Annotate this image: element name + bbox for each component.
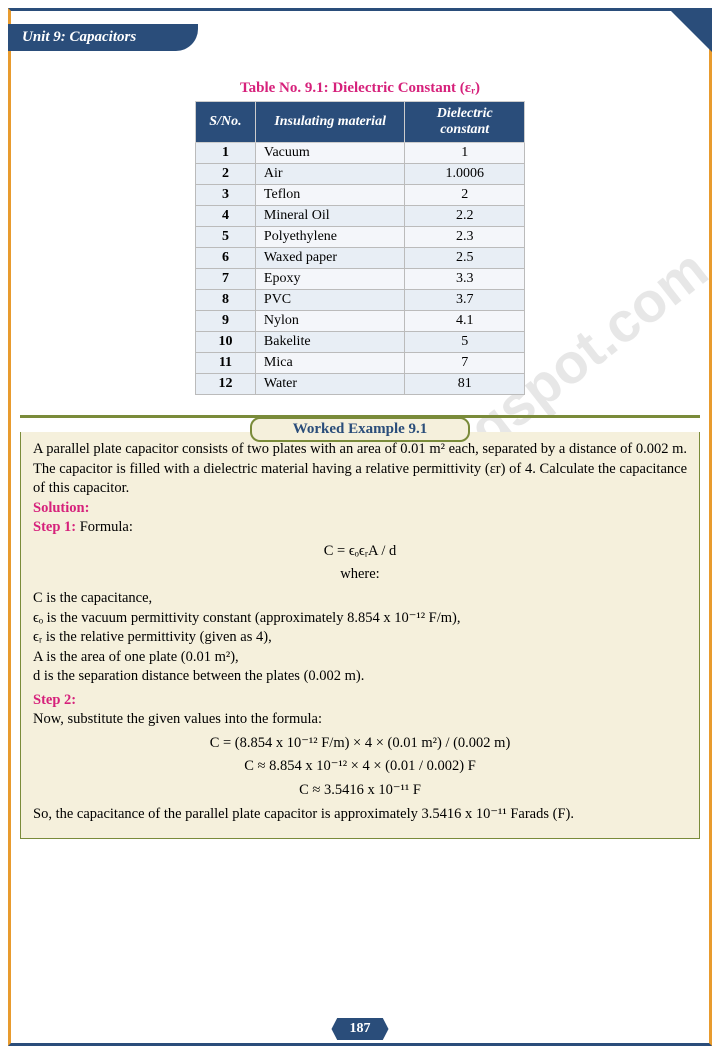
problem-statement: A parallel plate capacitor consists of t… (33, 440, 687, 499)
calc-block: C = (8.854 x 10⁻¹² F/m) × 4 × (0.01 m²) … (33, 734, 687, 801)
table-cell: 8 (196, 290, 256, 311)
where-label: where: (33, 565, 687, 585)
page-content: Table No. 9.1: Dielectric Constant (εᵣ) … (20, 80, 700, 1004)
table-row: 4Mineral Oil2.2 (196, 206, 525, 227)
definition-line: ϵᵣ is the relative permittivity (given a… (33, 628, 687, 648)
table-row: 5Polyethylene2.3 (196, 227, 525, 248)
table-cell: 1.0006 (405, 164, 525, 185)
col-sno: S/No. (196, 102, 256, 143)
table-cell: Epoxy (255, 269, 404, 290)
table-cell: 7 (196, 269, 256, 290)
table-cell: Vacuum (255, 143, 404, 164)
table-cell: 2.3 (405, 227, 525, 248)
solution-label: Solution: (33, 499, 687, 519)
definitions-block: C is the capacitance,ϵₒ is the vacuum pe… (33, 589, 687, 687)
page-number: 187 (332, 1018, 389, 1040)
table-row: 10Bakelite5 (196, 332, 525, 353)
table-cell: Nylon (255, 311, 404, 332)
table-cell: Waxed paper (255, 248, 404, 269)
table-cell: 5 (196, 227, 256, 248)
worked-example: Worked Example 9.1 A parallel plate capa… (20, 415, 700, 839)
table-row: 12Water81 (196, 374, 525, 395)
table-cell: Mineral Oil (255, 206, 404, 227)
table-cell: 5 (405, 332, 525, 353)
table-cell: 2.5 (405, 248, 525, 269)
table-cell: 4 (196, 206, 256, 227)
table-cell: Mica (255, 353, 404, 374)
table-row: 6Waxed paper2.5 (196, 248, 525, 269)
table-cell: Bakelite (255, 332, 404, 353)
table-title: Table No. 9.1: Dielectric Constant (εᵣ) (20, 80, 700, 97)
table-cell: 81 (405, 374, 525, 395)
table-cell: 7 (405, 353, 525, 374)
table-cell: 2 (405, 185, 525, 206)
dielectric-table: S/No. Insulating material Dielectric con… (195, 101, 525, 395)
table-cell: 1 (196, 143, 256, 164)
table-cell: 10 (196, 332, 256, 353)
table-row: 11Mica7 (196, 353, 525, 374)
col-material: Insulating material (255, 102, 404, 143)
calc-line: C ≈ 3.5416 x 10⁻¹¹ F (33, 781, 687, 801)
table-row: 3Teflon2 (196, 185, 525, 206)
table-row: 8PVC3.7 (196, 290, 525, 311)
table-cell: 12 (196, 374, 256, 395)
definition-line: A is the area of one plate (0.01 m²), (33, 648, 687, 668)
step1-text: Formula: (76, 519, 133, 535)
table-row: 7Epoxy3.3 (196, 269, 525, 290)
formula-main: C = ϵₒϵᵣA / d (33, 542, 687, 562)
table-cell: 6 (196, 248, 256, 269)
table-cell: 9 (196, 311, 256, 332)
table-cell: Polyethylene (255, 227, 404, 248)
table-row: 2Air1.0006 (196, 164, 525, 185)
table-cell: 3.7 (405, 290, 525, 311)
definition-line: ϵₒ is the vacuum permittivity constant (… (33, 609, 687, 629)
table-cell: 3 (196, 185, 256, 206)
conclusion: So, the capacitance of the parallel plat… (33, 805, 687, 825)
unit-label: Unit 9: Capacitors (22, 29, 136, 45)
table-cell: 3.3 (405, 269, 525, 290)
table-cell: 4.1 (405, 311, 525, 332)
step2-label: Step 2: (33, 691, 687, 711)
step1-label: Step 1: (33, 519, 76, 535)
example-body: A parallel plate capacitor consists of t… (20, 432, 700, 839)
table-cell: 2.2 (405, 206, 525, 227)
unit-header: Unit 9: Capacitors (8, 24, 198, 51)
table-cell: Water (255, 374, 404, 395)
step1-line: Step 1: Formula: (33, 518, 687, 538)
table-cell: 11 (196, 353, 256, 374)
table-header-row: S/No. Insulating material Dielectric con… (196, 102, 525, 143)
table-cell: PVC (255, 290, 404, 311)
table-row: 1Vacuum1 (196, 143, 525, 164)
table-cell: Air (255, 164, 404, 185)
calc-line: C = (8.854 x 10⁻¹² F/m) × 4 × (0.01 m²) … (33, 734, 687, 754)
col-constant: Dielectric constant (405, 102, 525, 143)
example-tab: Worked Example 9.1 (250, 417, 470, 442)
table-cell: 1 (405, 143, 525, 164)
definition-line: d is the separation distance between the… (33, 667, 687, 687)
table-row: 9Nylon4.1 (196, 311, 525, 332)
table-cell: Teflon (255, 185, 404, 206)
step2-text: Now, substitute the given values into th… (33, 710, 687, 730)
definition-line: C is the capacitance, (33, 589, 687, 609)
table-cell: 2 (196, 164, 256, 185)
calc-line: C ≈ 8.854 x 10⁻¹² × 4 × (0.01 / 0.002) F (33, 757, 687, 777)
corner-decoration (668, 8, 712, 52)
